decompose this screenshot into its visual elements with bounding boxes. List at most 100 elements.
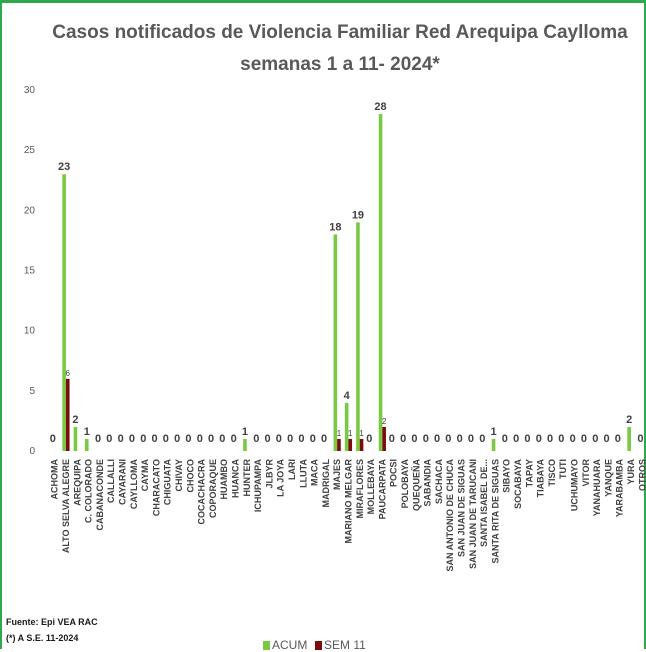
data-label-sem-11: 1 [348,429,353,438]
data-label-acum: 19 [352,209,364,221]
x-category-label: CHIGUATA [163,459,173,506]
x-category-label: TIABAYA [536,459,546,498]
bar-acum [62,174,66,451]
data-label-acum: 0 [592,433,598,445]
data-label-acum: 0 [434,433,440,445]
x-category-label: MADRIGAL [321,459,331,508]
x-category-label: YANAHUARA [592,459,602,517]
legend-label-acum: ACUM [272,638,308,652]
y-tick-label: 5 [29,386,35,397]
x-category-label: LA JOYA [276,459,286,497]
bar-sem-11 [359,438,364,451]
data-label-acum: 0 [570,433,576,445]
bar-acum [627,426,631,451]
x-category-label: MAJES [332,459,342,490]
data-label-acum: 0 [253,433,259,445]
data-label-acum: 0 [547,433,553,445]
y-tick-label: 25 [24,145,36,156]
data-label-acum: 0 [219,433,225,445]
data-label-acum: 1 [84,426,90,438]
bar-sem-11 [337,438,341,451]
data-label-acum: 0 [276,433,282,445]
legend-swatch-sem11 [315,640,322,650]
x-category-label: TAPAY [524,459,534,487]
data-label-acum: 0 [445,433,451,445]
data-label-acum: 0 [423,433,429,445]
data-label-acum: 2 [72,414,78,426]
data-label-acum: 1 [490,426,496,438]
x-category-label: COPORAQUE [208,459,218,518]
chart-title-line-1: Casos notificados de Violencia Familiar … [52,22,628,43]
data-label-sem-11: 6 [66,369,71,378]
data-label-acum: 0 [197,433,203,445]
x-category-label: TISCO [547,459,557,487]
data-label-acum: 0 [231,433,237,445]
x-category-label: CHOCO [185,459,195,493]
data-label-acum: 0 [129,433,135,445]
bar-acum [333,234,338,451]
y-tick-label: 10 [24,326,36,337]
data-label-acum: 0 [411,433,417,445]
data-label-acum: 0 [185,433,191,445]
x-category-label: COCACHACRA [197,459,207,525]
data-label-acum: 0 [50,433,56,445]
x-category-label: YARABAMBA [615,459,625,518]
data-label-acum: 0 [457,433,463,445]
data-label-acum: 0 [637,433,643,445]
x-category-label: MIRAFLORES [355,459,365,519]
x-category-label: POLOBAYA [400,459,410,509]
source-note: Fuente: Epi VEA RAC [6,617,98,627]
data-label-acum: 0 [321,433,327,445]
x-category-label: ALTO SELVA ALEGRE [61,459,71,553]
data-label-sem-11: 2 [382,417,387,426]
category-labels-group: ACHOMA ALTO SELVA ALEGRE AREQUIPA C. COLORA… [50,458,646,571]
data-label-acum: 0 [400,433,406,445]
x-category-label: CALLALLI [106,459,116,503]
x-category-label: CAYLLOMA [129,459,139,510]
date-note: (*) A S.E. 11-2024 [6,633,79,643]
x-category-label: LARI [287,459,297,480]
x-category-label: SIBAYO [502,459,512,493]
y-tick-label: 20 [24,205,36,216]
x-category-label: OTROS [637,459,646,491]
x-category-label: SANTA ISABEL DE... [479,459,489,547]
x-category-label: POCSI [389,459,399,487]
x-category-label: SANTA RITA DE SIGUAS [490,459,500,564]
bar-acum [378,114,383,452]
bar-acum [84,438,89,451]
data-label-acum: 0 [95,433,101,445]
data-label-acum: 28 [374,101,386,113]
x-category-label: YANQUE [603,459,613,497]
y-tick-label: 15 [24,266,36,277]
data-label-acum: 4 [344,390,351,402]
bar-acum [344,402,349,451]
x-category-label: CHARACATO [151,459,161,516]
legend-swatch-acum [263,640,270,650]
data-label-acum: 0 [513,433,519,445]
y-tick-label: 30 [24,85,36,96]
x-category-label: SABANDIA [423,459,433,507]
bar-acum [73,426,78,451]
x-category-label: SACHACA [434,458,444,504]
data-label-acum: 0 [287,433,293,445]
x-category-label: HUAMBO [219,459,229,500]
bar-sem-11 [348,438,353,451]
data-label-acum: 0 [468,433,474,445]
y-tick-label: 0 [29,446,35,457]
x-category-label: PAUCARPATA [377,458,387,519]
data-label-acum: 0 [163,433,169,445]
legend-item-acum: ACUM [263,638,307,652]
legend-label-sem11: SEM 11 [324,638,366,652]
bars-group [62,114,631,452]
x-category-label: SOCABAYA [513,459,523,509]
data-label-acum: 0 [366,433,372,445]
data-label-acum: 0 [140,433,146,445]
data-label-acum: 0 [581,433,587,445]
data-label-acum: 0 [151,433,157,445]
data-label-sem-11: 1 [337,429,342,438]
x-category-label: UCHUMAYO [569,459,579,511]
data-label-acum: 0 [603,433,609,445]
data-label-acum: 18 [329,221,341,233]
x-category-label: AREQUIPA [72,459,82,506]
